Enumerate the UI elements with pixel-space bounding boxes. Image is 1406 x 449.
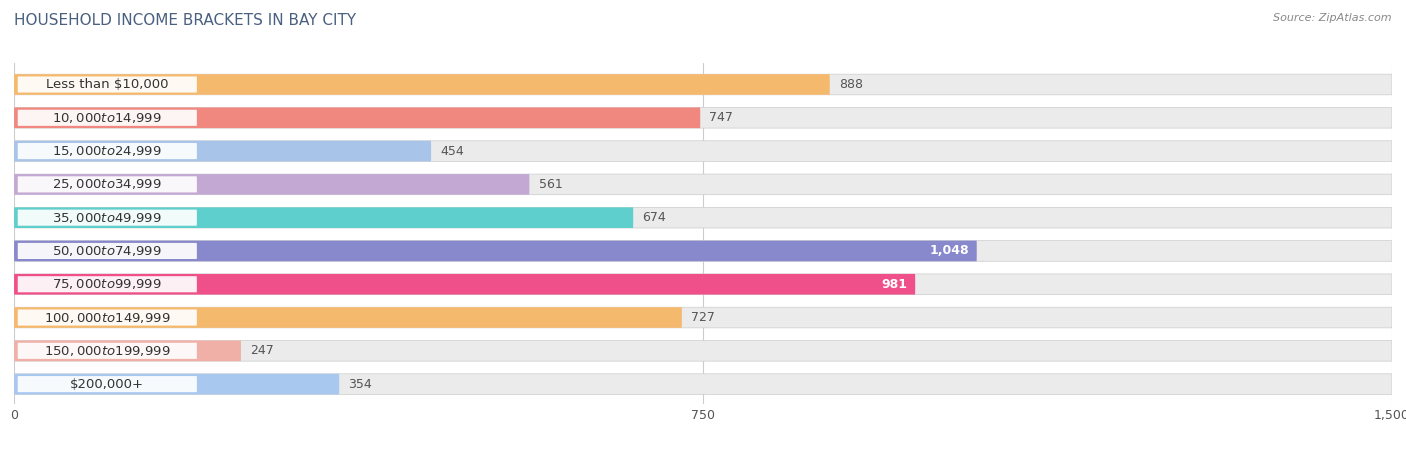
FancyBboxPatch shape — [14, 207, 633, 228]
FancyBboxPatch shape — [18, 110, 197, 126]
FancyBboxPatch shape — [18, 376, 197, 392]
Text: 888: 888 — [839, 78, 863, 91]
Text: $75,000 to $99,999: $75,000 to $99,999 — [52, 277, 162, 291]
Text: $10,000 to $14,999: $10,000 to $14,999 — [52, 111, 162, 125]
Text: Source: ZipAtlas.com: Source: ZipAtlas.com — [1274, 13, 1392, 23]
Text: $50,000 to $74,999: $50,000 to $74,999 — [52, 244, 162, 258]
Text: $25,000 to $34,999: $25,000 to $34,999 — [52, 177, 162, 191]
FancyBboxPatch shape — [14, 141, 1392, 161]
FancyBboxPatch shape — [18, 309, 197, 326]
Text: 1,048: 1,048 — [929, 244, 969, 257]
FancyBboxPatch shape — [14, 307, 1392, 328]
FancyBboxPatch shape — [14, 207, 1392, 228]
FancyBboxPatch shape — [18, 176, 197, 193]
FancyBboxPatch shape — [18, 243, 197, 259]
FancyBboxPatch shape — [14, 274, 1392, 295]
FancyBboxPatch shape — [18, 276, 197, 292]
FancyBboxPatch shape — [14, 374, 339, 394]
FancyBboxPatch shape — [18, 210, 197, 226]
Text: 981: 981 — [882, 278, 908, 291]
FancyBboxPatch shape — [14, 307, 682, 328]
FancyBboxPatch shape — [14, 241, 1392, 261]
Text: 561: 561 — [538, 178, 562, 191]
Text: HOUSEHOLD INCOME BRACKETS IN BAY CITY: HOUSEHOLD INCOME BRACKETS IN BAY CITY — [14, 13, 356, 28]
Text: 727: 727 — [692, 311, 714, 324]
Text: $15,000 to $24,999: $15,000 to $24,999 — [52, 144, 162, 158]
FancyBboxPatch shape — [14, 74, 1392, 95]
Text: 354: 354 — [349, 378, 373, 391]
Text: 674: 674 — [643, 211, 666, 224]
FancyBboxPatch shape — [18, 343, 197, 359]
FancyBboxPatch shape — [18, 76, 197, 92]
FancyBboxPatch shape — [14, 174, 530, 195]
Text: 747: 747 — [710, 111, 734, 124]
Text: Less than $10,000: Less than $10,000 — [46, 78, 169, 91]
FancyBboxPatch shape — [18, 143, 197, 159]
Text: $200,000+: $200,000+ — [70, 378, 145, 391]
Text: $35,000 to $49,999: $35,000 to $49,999 — [52, 211, 162, 224]
Text: $100,000 to $149,999: $100,000 to $149,999 — [44, 311, 170, 325]
Text: 454: 454 — [440, 145, 464, 158]
Text: $150,000 to $199,999: $150,000 to $199,999 — [44, 344, 170, 358]
FancyBboxPatch shape — [14, 274, 915, 295]
FancyBboxPatch shape — [14, 241, 977, 261]
FancyBboxPatch shape — [14, 174, 1392, 195]
FancyBboxPatch shape — [14, 340, 240, 361]
FancyBboxPatch shape — [14, 340, 1392, 361]
FancyBboxPatch shape — [14, 74, 830, 95]
FancyBboxPatch shape — [14, 374, 1392, 394]
FancyBboxPatch shape — [14, 107, 1392, 128]
FancyBboxPatch shape — [14, 141, 432, 161]
FancyBboxPatch shape — [14, 107, 700, 128]
Text: 247: 247 — [250, 344, 274, 357]
